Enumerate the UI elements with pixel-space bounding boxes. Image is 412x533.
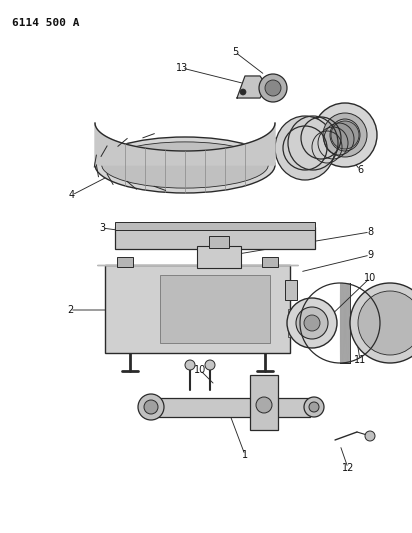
Text: 2: 2 — [67, 305, 73, 315]
Text: 6: 6 — [357, 165, 363, 175]
Circle shape — [240, 89, 246, 95]
Text: 3: 3 — [99, 223, 105, 233]
Text: 4: 4 — [69, 190, 75, 200]
Circle shape — [185, 360, 195, 370]
Bar — [160, 275, 270, 343]
Bar — [115, 222, 315, 230]
Circle shape — [259, 74, 287, 102]
Bar — [262, 257, 278, 267]
Bar — [117, 257, 133, 267]
Bar — [197, 246, 241, 268]
Polygon shape — [237, 76, 267, 98]
Ellipse shape — [102, 142, 268, 188]
Circle shape — [304, 397, 324, 417]
Circle shape — [358, 291, 412, 355]
Ellipse shape — [275, 116, 335, 180]
Circle shape — [138, 394, 164, 420]
Text: 8: 8 — [367, 227, 373, 237]
Text: 5: 5 — [232, 47, 238, 57]
Bar — [250, 375, 278, 430]
Circle shape — [313, 103, 377, 167]
Text: 13: 13 — [176, 63, 188, 73]
Bar — [115, 227, 315, 249]
Circle shape — [205, 360, 215, 370]
Circle shape — [331, 121, 359, 149]
Text: 12: 12 — [342, 463, 354, 473]
Bar — [105, 265, 290, 353]
Text: 10: 10 — [364, 273, 376, 283]
Circle shape — [256, 397, 272, 413]
Text: 10: 10 — [194, 365, 206, 375]
Circle shape — [287, 298, 337, 348]
Text: 9: 9 — [367, 250, 373, 260]
Bar — [209, 236, 229, 248]
Circle shape — [350, 283, 412, 363]
Bar — [288, 309, 298, 337]
Text: 11: 11 — [354, 355, 366, 365]
Circle shape — [304, 315, 320, 331]
Text: 7: 7 — [307, 170, 313, 180]
Text: 1: 1 — [242, 450, 248, 460]
Circle shape — [309, 402, 319, 412]
Circle shape — [365, 431, 375, 441]
Circle shape — [144, 400, 158, 414]
Bar — [285, 280, 297, 300]
Circle shape — [296, 307, 328, 339]
Ellipse shape — [95, 137, 275, 193]
Circle shape — [265, 80, 281, 96]
Bar — [155, 398, 310, 417]
Polygon shape — [95, 123, 275, 165]
Circle shape — [323, 113, 367, 157]
Text: 6114 500 A: 6114 500 A — [12, 18, 80, 28]
